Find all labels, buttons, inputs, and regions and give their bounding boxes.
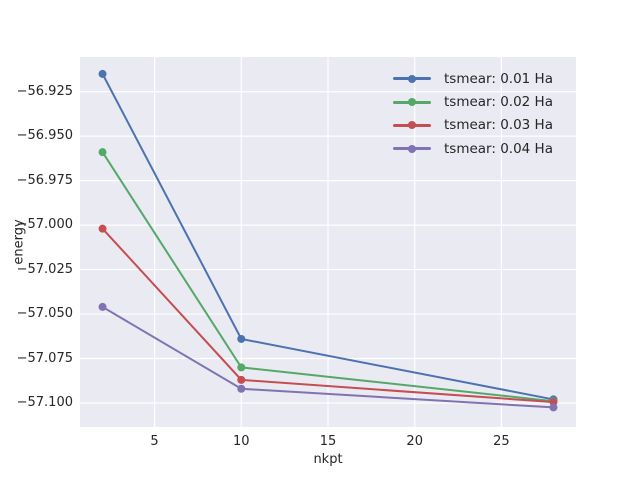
y-tick-label: −56.925 [16, 83, 73, 99]
legend-line-marker-icon [393, 144, 431, 153]
data-point [98, 302, 107, 311]
data-point [237, 375, 246, 384]
data-point [98, 224, 107, 233]
legend-dot-icon [408, 121, 416, 130]
y-tick-label: −57.075 [16, 350, 73, 366]
y-tick-label: −56.950 [16, 128, 73, 144]
x-tick-label: 25 [493, 434, 510, 449]
legend-dot-icon [408, 74, 416, 83]
gridlines [80, 57, 576, 427]
legend-item: tsmear: 0.01 Ha [393, 67, 553, 90]
y-tick-label: −57.100 [16, 394, 73, 410]
plot-area [80, 57, 576, 427]
legend-line-marker-icon [393, 121, 431, 130]
data-point [237, 334, 246, 343]
chart-canvas [80, 57, 576, 427]
legend-line-marker-icon [393, 74, 431, 83]
y-tick-label: −57.025 [16, 261, 73, 277]
legend-line-marker-icon [393, 98, 431, 107]
data-point [98, 69, 107, 78]
x-tick-label: 10 [233, 434, 250, 449]
legend-label: tsmear: 0.03 Ha [444, 117, 553, 134]
data-point [98, 148, 107, 157]
y-tick-label: −57.000 [16, 217, 73, 233]
data-point [237, 384, 246, 393]
y-axis-label: energy [11, 219, 27, 265]
y-tick-label: −57.050 [16, 306, 73, 322]
data-point [549, 403, 558, 412]
legend-item: tsmear: 0.02 Ha [393, 90, 553, 113]
y-tick-label: −56.975 [16, 172, 73, 188]
legend-item: tsmear: 0.03 Ha [393, 114, 553, 137]
legend-item: tsmear: 0.04 Ha [393, 137, 553, 160]
legend-label: tsmear: 0.01 Ha [444, 70, 553, 87]
x-tick-label: 5 [150, 434, 159, 449]
data-point [237, 363, 246, 372]
legend-dot-icon [408, 144, 416, 153]
legend-label: tsmear: 0.02 Ha [444, 94, 553, 111]
x-axis-label: nkpt [313, 452, 343, 467]
x-tick-label: 15 [319, 434, 337, 449]
legend-label: tsmear: 0.04 Ha [444, 140, 553, 157]
legend-dot-icon [408, 98, 416, 107]
x-tick-label: 20 [406, 434, 423, 449]
legend: tsmear: 0.01 Ha tsmear: 0.02 Ha tsmear: 0.… [393, 67, 553, 161]
